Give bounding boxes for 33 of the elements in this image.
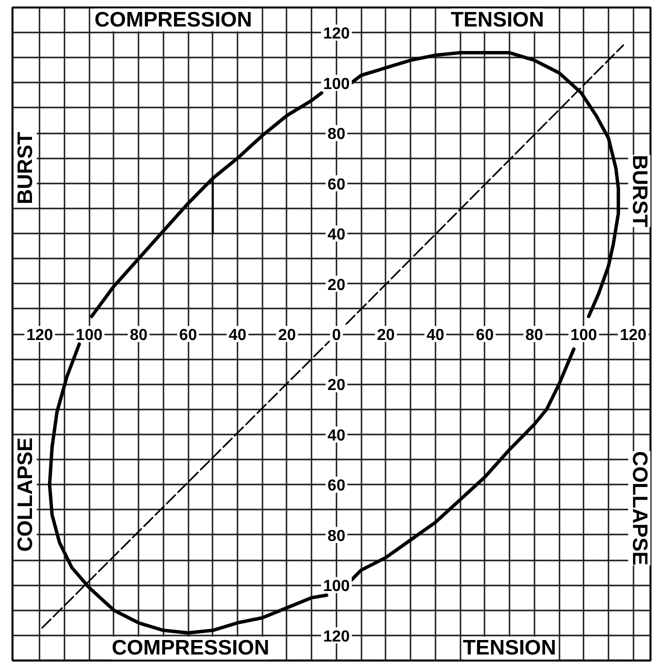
x-tick-label: 60 <box>476 327 494 344</box>
y-tick-label: 100 <box>323 76 350 93</box>
x-tick-label: 40 <box>228 327 247 344</box>
annotation: BURST <box>14 132 37 204</box>
x-tick-label: 20 <box>278 327 296 344</box>
y-tick-label: 80 <box>328 126 346 144</box>
y-tick-label: 20 <box>328 377 346 394</box>
y-tick-label: 120 <box>323 628 350 646</box>
x-tick-label: 80 <box>130 327 148 344</box>
y-tick-label: 80 <box>328 528 346 545</box>
y-tick-label: 40 <box>328 427 346 444</box>
x-tick-label: 80 <box>525 327 544 344</box>
x-tick-label: 120 <box>620 327 647 344</box>
y-tick-label: 40 <box>328 226 346 244</box>
x-tick-label: 100 <box>570 327 598 344</box>
annotation: COLLAPSE <box>14 437 37 552</box>
annotation: TENSION <box>450 8 544 32</box>
y-tick-label: 20 <box>328 276 346 294</box>
x-tick-label: 0 <box>332 327 341 344</box>
y-tick-label: 100 <box>323 578 350 596</box>
x-tick-label: 20 <box>377 327 395 344</box>
y-tick-label: 60 <box>328 176 346 194</box>
x-tick-label: 60 <box>179 327 198 344</box>
x-tick-label: 40 <box>426 327 444 344</box>
annotation: BURST <box>628 154 652 228</box>
annotation: COMPRESSION <box>112 636 270 660</box>
annotation: COLLAPSE <box>628 451 652 566</box>
x-tick-label: 120 <box>26 327 54 344</box>
annotation: TENSION <box>462 636 556 660</box>
y-tick-label: 60 <box>328 478 346 495</box>
x-tick-label: 100 <box>76 327 103 344</box>
annotation: COMPRESSION <box>94 8 252 32</box>
y-tick-label: 120 <box>323 26 350 43</box>
